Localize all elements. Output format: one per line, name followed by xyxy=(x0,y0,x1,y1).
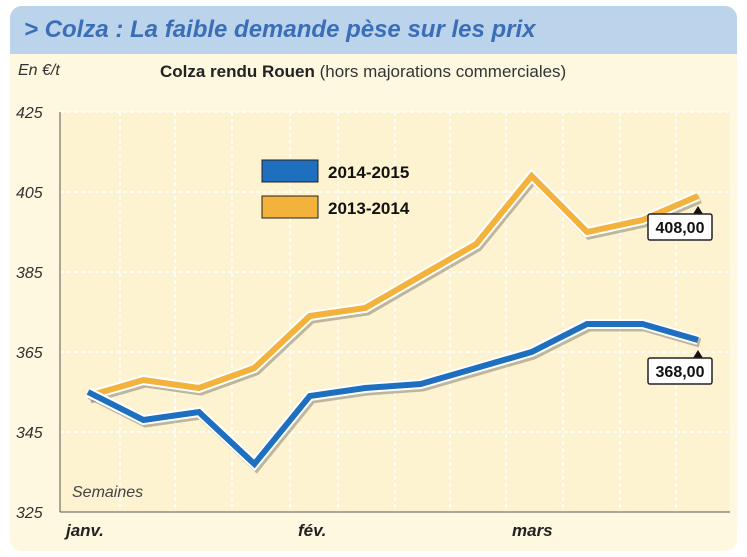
end-label-pointer xyxy=(693,206,703,214)
series-line-2014-2015 xyxy=(86,321,699,469)
end-label-pointer xyxy=(693,350,703,358)
legend-label: 2014-2015 xyxy=(328,163,409,182)
legend-label: 2013-2014 xyxy=(328,199,410,218)
x-month-label: fév. xyxy=(298,521,326,540)
y-tick-label: 345 xyxy=(16,425,43,442)
legend-swatch xyxy=(261,159,319,183)
x-axis-title: Semaines xyxy=(72,484,143,501)
x-month-label: janv. xyxy=(64,521,104,540)
chart-title: Colza rendu Rouen xyxy=(160,62,315,81)
end-label-box xyxy=(647,357,713,385)
y-axis-unit-label: En €/t xyxy=(18,62,60,79)
end-label-box xyxy=(647,213,713,241)
x-month-label: mars xyxy=(512,521,553,540)
page-title: > Colza : La faible demande pèse sur les… xyxy=(24,16,536,43)
legend-swatch xyxy=(261,195,319,219)
title-bar: > Colza : La faible demande pèse sur les… xyxy=(10,6,737,54)
chart-subtitle: Colza rendu Rouen (hors majorations comm… xyxy=(160,62,566,82)
end-label-value: 408,00 xyxy=(656,220,705,237)
y-tick-label: 325 xyxy=(16,505,43,522)
series-line-2013-2014 xyxy=(87,171,700,399)
chart-title-note: (hors majorations commerciales) xyxy=(319,62,567,81)
y-tick-label: 365 xyxy=(16,345,43,362)
end-label-value: 368,00 xyxy=(656,364,705,381)
y-tick-label: 425 xyxy=(16,105,43,122)
y-tick-label: 385 xyxy=(16,265,43,282)
y-tick-label: 405 xyxy=(16,185,43,202)
